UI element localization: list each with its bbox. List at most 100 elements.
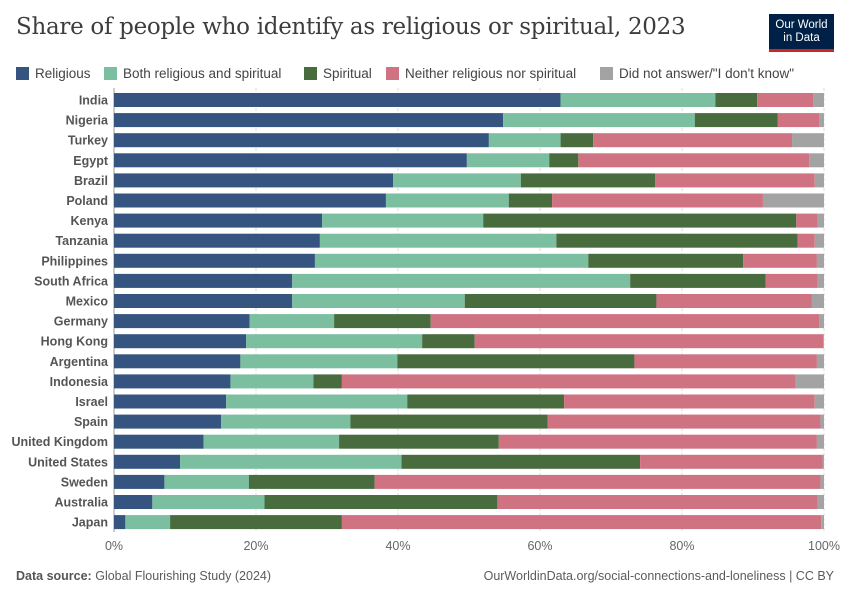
bar-segment[interactable] [322,213,484,228]
owid-logo[interactable]: Our World in Data [769,14,834,52]
bar-segment[interactable] [170,515,342,530]
bar-segment[interactable] [809,153,824,168]
bar-segment[interactable] [792,133,824,148]
bar-segment[interactable] [694,113,778,128]
bar-segment[interactable] [762,193,824,208]
bar-segment[interactable] [797,233,815,248]
bar-segment[interactable] [816,354,824,369]
bar-segment[interactable] [114,454,181,469]
bar-segment[interactable] [422,334,475,349]
bar-segment[interactable] [114,133,489,148]
bar-segment[interactable] [397,354,635,369]
bar-segment[interactable] [314,253,589,268]
legend-item[interactable]: Both religious and spiritual [104,66,281,81]
bar-segment[interactable] [385,193,509,208]
bar-segment[interactable] [114,93,561,107]
bar-segment[interactable] [757,93,814,107]
bar-segment[interactable] [114,474,165,489]
bar-segment[interactable] [114,193,386,208]
bar-segment[interactable] [114,233,320,248]
bar-segment[interactable] [520,173,656,188]
bar-segment[interactable] [820,474,824,489]
url-license[interactable]: OurWorldinData.org/social-connections-an… [483,569,834,583]
bar-segment[interactable] [334,314,431,329]
bar-segment[interactable] [813,93,824,107]
bar-segment[interactable] [816,434,824,449]
bar-segment[interactable] [430,314,820,329]
bar-segment[interactable] [407,394,565,409]
bar-segment[interactable] [549,153,579,168]
bar-segment[interactable] [765,273,818,288]
bar-segment[interactable] [564,394,815,409]
legend-item[interactable]: Religious [16,66,91,81]
bar-segment[interactable] [114,173,394,188]
bar-segment[interactable] [164,474,249,489]
bar-segment[interactable] [114,495,153,509]
bar-segment[interactable] [114,334,247,349]
bar-segment[interactable] [547,414,821,429]
bar-segment[interactable] [819,113,824,128]
bar-segment[interactable] [226,394,408,409]
bar-segment[interactable] [221,414,351,429]
bar-segment[interactable] [313,374,342,389]
bar-segment[interactable] [339,434,499,449]
bar-segment[interactable] [114,414,222,429]
bar-segment[interactable] [656,294,812,308]
bar-segment[interactable] [503,113,695,128]
bar-segment[interactable] [114,153,467,168]
bar-segment[interactable] [152,495,265,509]
bar-segment[interactable] [114,354,241,369]
bar-segment[interactable] [777,113,820,128]
bar-segment[interactable] [114,273,293,288]
bar-segment[interactable] [240,354,398,369]
bar-segment[interactable] [374,474,821,489]
legend-item[interactable]: Spiritual [304,66,372,81]
bar-segment[interactable] [350,414,548,429]
bar-segment[interactable] [820,414,824,429]
bar-segment[interactable] [498,434,817,449]
bar-segment[interactable] [341,515,822,530]
legend-item[interactable]: Neither religious nor spiritual [386,66,576,81]
bar-segment[interactable] [230,374,314,389]
bar-segment[interactable] [249,314,335,329]
bar-segment[interactable] [497,495,818,509]
bar-segment[interactable] [114,253,315,268]
bar-segment[interactable] [715,93,758,107]
bar-segment[interactable] [508,193,553,208]
bar-segment[interactable] [292,294,465,308]
bar-segment[interactable] [814,233,824,248]
bar-segment[interactable] [401,454,641,469]
bar-segment[interactable] [248,474,375,489]
bar-segment[interactable] [114,394,227,409]
bar-segment[interactable] [292,273,631,288]
bar-segment[interactable] [819,314,824,329]
bar-segment[interactable] [811,294,824,308]
bar-segment[interactable] [817,273,824,288]
bar-segment[interactable] [114,213,323,228]
bar-segment[interactable] [114,515,126,530]
bar-segment[interactable] [393,173,521,188]
bar-segment[interactable] [578,153,810,168]
bar-segment[interactable] [814,394,824,409]
bar-segment[interactable] [560,133,594,148]
bar-segment[interactable] [822,454,824,469]
bar-segment[interactable] [319,233,557,248]
bar-segment[interactable] [552,193,763,208]
bar-segment[interactable] [640,454,823,469]
bar-segment[interactable] [588,253,744,268]
source-text[interactable]: Global Flourishing Study (2024) [95,569,272,583]
bar-segment[interactable] [114,113,504,128]
bar-segment[interactable] [814,173,824,188]
legend-item[interactable]: Did not answer/"I don't know" [600,66,794,81]
bar-segment[interactable] [556,233,798,248]
bar-segment[interactable] [795,374,824,389]
bar-segment[interactable] [114,434,204,449]
bar-segment[interactable] [114,294,293,308]
bar-segment[interactable] [114,374,231,389]
bar-segment[interactable] [817,213,824,228]
bar-segment[interactable] [483,213,797,228]
bar-segment[interactable] [341,374,796,389]
bar-segment[interactable] [817,495,824,509]
bar-segment[interactable] [634,354,817,369]
bar-segment[interactable] [796,213,818,228]
